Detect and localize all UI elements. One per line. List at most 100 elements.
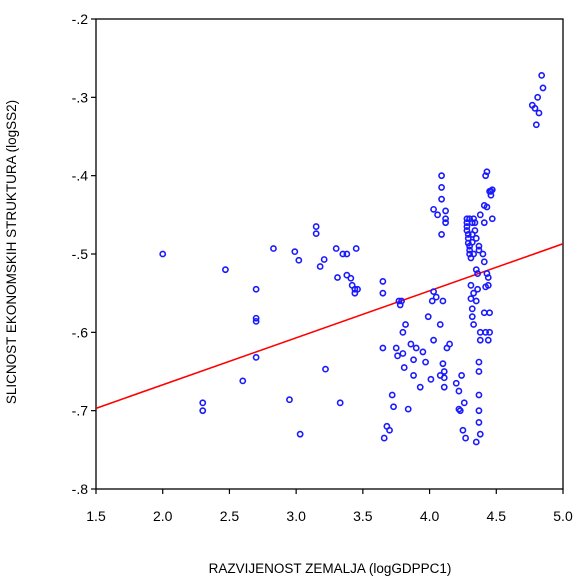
data-point: [388, 391, 396, 399]
data-point: [286, 396, 293, 404]
data-point: [538, 72, 546, 79]
data-point: [479, 250, 487, 258]
data-point: [470, 321, 478, 328]
data-point: [442, 219, 449, 227]
data-point: [438, 184, 445, 191]
data-point: [351, 285, 359, 293]
data-point: [428, 297, 436, 305]
data-point: [486, 328, 494, 336]
data-point: [395, 297, 403, 305]
data-point: [419, 348, 427, 356]
data-point: [535, 109, 543, 117]
data-point: [462, 434, 469, 442]
y-tick-label: -.6: [72, 324, 89, 340]
data-point: [270, 245, 277, 252]
data-point: [394, 352, 401, 360]
data-point: [484, 274, 492, 281]
data-point: [446, 340, 453, 348]
data-point: [475, 358, 483, 366]
x-tick-label: 4.5: [487, 508, 507, 524]
data-point: [472, 266, 480, 274]
x-tick-label: 2.5: [220, 508, 240, 524]
data-point: [380, 434, 388, 442]
data-point: [460, 399, 468, 407]
data-point: [482, 172, 490, 180]
data-point: [252, 285, 260, 293]
data-point: [312, 223, 320, 230]
data-point: [476, 328, 484, 336]
data-point: [296, 430, 304, 438]
data-point: [404, 405, 412, 413]
data-point: [438, 172, 445, 180]
data-point: [424, 313, 432, 321]
data-point: [472, 438, 480, 446]
data-point: [486, 309, 494, 317]
data-point: [386, 426, 393, 434]
data-point: [471, 219, 479, 227]
data-point: [531, 104, 539, 112]
x-tick-label: 2.0: [153, 508, 173, 524]
data-point: [343, 250, 351, 258]
data-point: [455, 387, 463, 395]
data-point: [312, 230, 320, 238]
data-point: [467, 295, 475, 303]
data-point: [438, 231, 445, 238]
data-point: [484, 281, 492, 289]
data-point: [466, 246, 473, 254]
data-point: [252, 353, 260, 361]
data-point: [159, 250, 167, 258]
data-point: [463, 223, 471, 230]
data-point: [390, 403, 397, 411]
data-point: [410, 372, 417, 379]
data-point: [458, 372, 465, 379]
x-tick-label: 4.0: [420, 508, 440, 524]
data-point: [475, 407, 483, 415]
data-point: [474, 285, 482, 293]
data-point: [467, 281, 475, 289]
data-point: [442, 207, 449, 215]
data-point: [199, 407, 207, 415]
data-point: [464, 231, 472, 238]
data-point: [410, 356, 417, 364]
y-tick-label: -.3: [72, 89, 89, 105]
data-point: [439, 297, 447, 305]
data-point: [392, 344, 400, 352]
data-point: [480, 258, 488, 266]
data-point: [379, 344, 387, 352]
data-point: [487, 191, 495, 199]
data-point: [339, 250, 347, 258]
data-point: [222, 266, 229, 274]
data-point: [239, 377, 247, 385]
data-point: [480, 309, 488, 317]
data-point: [379, 289, 387, 297]
data-point: [468, 305, 476, 313]
data-point: [463, 227, 471, 234]
data-point: [440, 368, 448, 375]
data-point: [440, 374, 448, 382]
data-point: [476, 430, 484, 438]
data-point: [532, 121, 540, 129]
data-point: [468, 313, 476, 321]
data-point: [468, 238, 476, 246]
data-point: [430, 336, 437, 344]
data-point: [472, 234, 480, 242]
data-point: [475, 391, 483, 399]
data-point: [483, 203, 491, 211]
data-point: [476, 336, 484, 344]
y-tick-label: -.5: [72, 246, 89, 262]
x-axis-label: RAZVIJENOST ZEMALJA (logGDPPC1): [209, 561, 452, 576]
x-tick-label: 1.5: [86, 508, 106, 524]
data-point: [354, 285, 361, 293]
y-tick-label: -.4: [72, 168, 89, 184]
data-point: [470, 289, 478, 297]
data-point: [396, 301, 404, 309]
y-tick-label: -.7: [72, 403, 89, 419]
data-point: [475, 246, 483, 254]
data-point: [407, 340, 415, 348]
data-point: [399, 350, 407, 357]
data-point: [468, 219, 476, 227]
data-point: [412, 344, 420, 352]
data-point: [199, 399, 207, 407]
data-point: [456, 407, 464, 415]
